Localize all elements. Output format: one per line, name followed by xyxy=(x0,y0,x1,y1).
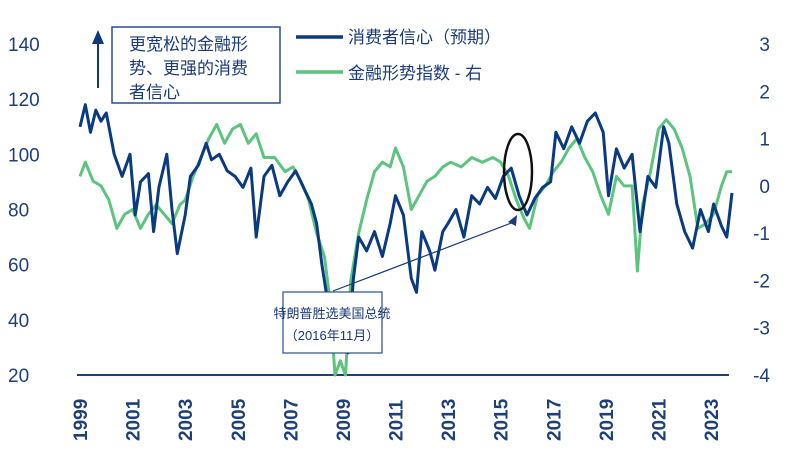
right-tick-label: -1 xyxy=(753,224,770,245)
x-tick-label: 2015 xyxy=(492,398,513,441)
x-tick-label: 2017 xyxy=(544,399,565,441)
left-tick-label: 140 xyxy=(8,35,40,56)
left-tick-label: 100 xyxy=(8,145,40,166)
left-tick-label: 80 xyxy=(8,201,29,222)
x-tick-label: 2013 xyxy=(439,399,460,441)
note-line-2: 势、更强的消费 xyxy=(129,59,248,78)
x-tick-label: 2011 xyxy=(387,399,408,441)
legend-label-fci: 金融形势指数 - 右 xyxy=(348,64,482,83)
note-box xyxy=(111,26,281,104)
event-box xyxy=(282,291,383,354)
right-tick-label: 1 xyxy=(759,130,770,151)
note-line-3: 者信心 xyxy=(129,83,180,102)
event-line-2: （2016年11月） xyxy=(285,328,379,343)
right-tick-label: -2 xyxy=(753,271,770,292)
highlight-ellipse xyxy=(502,132,534,212)
left-tick-label: 120 xyxy=(8,90,40,111)
left-tick-label: 60 xyxy=(8,256,29,277)
x-tick-label: 2009 xyxy=(334,399,355,441)
left-tick-label: 20 xyxy=(8,366,29,387)
x-tick-label: 2001 xyxy=(124,398,145,441)
x-tick-label: 2005 xyxy=(229,398,250,441)
right-tick-label: 2 xyxy=(759,82,770,103)
x-tick-label: 2021 xyxy=(649,398,670,441)
x-tick-label: 2007 xyxy=(281,399,302,441)
note-line-1: 更宽松的金融形 xyxy=(129,35,248,54)
event-line-1: 特朗普胜选美国总统 xyxy=(273,306,390,321)
left-tick-label: 40 xyxy=(8,311,29,332)
right-tick-label: -3 xyxy=(753,319,770,340)
right-tick-label: -4 xyxy=(753,366,770,387)
x-tick-label: 2003 xyxy=(176,399,197,441)
event-pointer-line xyxy=(332,221,515,292)
x-tick-label: 1999 xyxy=(71,399,92,441)
right-tick-label: 0 xyxy=(759,177,770,198)
legend-label-consumer: 消费者信心（预期） xyxy=(348,28,501,47)
series-consumer-confidence-line xyxy=(78,103,734,355)
x-tick-label: 2023 xyxy=(702,399,723,441)
x-tick-label: 2019 xyxy=(597,399,618,441)
up-arrow-icon xyxy=(92,30,104,44)
right-tick-label: 3 xyxy=(759,35,770,56)
event-pointer-arrow-icon xyxy=(508,215,517,226)
